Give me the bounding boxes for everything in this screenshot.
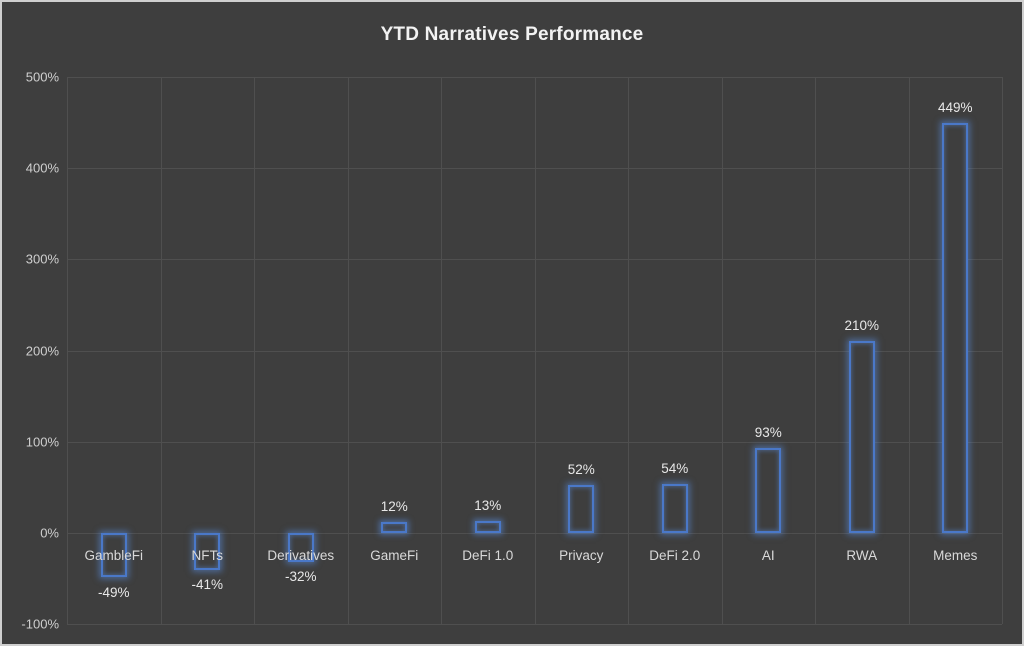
x-category-label: GameFi (370, 547, 419, 563)
vertical-gridline (67, 77, 68, 624)
value-label: 449% (937, 100, 973, 116)
bar-ai (755, 448, 782, 533)
vertical-gridline (721, 77, 723, 624)
bar-defi-2-0 (661, 483, 688, 533)
value-label: 12% (380, 498, 408, 514)
vertical-gridline (254, 77, 255, 624)
vertical-gridline (160, 77, 162, 624)
value-label: 54% (661, 460, 689, 476)
x-category-label: RWA (846, 547, 878, 563)
value-label: 93% (754, 425, 782, 441)
vertical-gridline (628, 77, 629, 624)
chart-title: YTD Narratives Performance (380, 24, 644, 45)
y-axis: 500% 400% 300% 200% 100% 0% -100% (2, 70, 59, 632)
bar-privacy (568, 485, 595, 533)
bar-nfts (194, 532, 221, 571)
y-tick-label: 100% (25, 434, 59, 450)
bar-derivatives (287, 532, 314, 562)
x-category-label: Derivatives (267, 547, 335, 563)
vertical-gridline (347, 77, 349, 624)
value-label: 52% (567, 462, 595, 478)
x-category-label: NFTs (191, 547, 224, 563)
value-label: -32% (284, 569, 317, 584)
bar-memes (942, 123, 969, 533)
vertical-gridline (441, 77, 442, 624)
value-label: -49% (97, 584, 130, 600)
y-tick-label: 300% (25, 251, 59, 267)
vertical-gridline (1002, 77, 1003, 624)
y-tick-label: 500% (25, 69, 59, 85)
bar-gamefi (381, 521, 408, 533)
x-category-label: DeFi 2.0 (649, 547, 701, 563)
plot-area: -49% GambleFi -41% NFTs -32% Derivatives 12% Ga… (67, 77, 1003, 625)
x-category-label: AI (761, 547, 775, 563)
vertical-gridline (908, 77, 910, 624)
value-label: -41% (191, 577, 223, 593)
bar-gamblefi (100, 532, 127, 578)
value-label: 13% (474, 497, 502, 513)
vertical-gridline (534, 77, 536, 624)
y-tick-label: 400% (25, 160, 59, 176)
bar-defi-1-0 (474, 520, 501, 533)
x-category-label: GambleFi (84, 547, 143, 563)
value-label: 210% (844, 318, 880, 334)
bar-rwa (848, 341, 875, 533)
horizontal-gridline (67, 624, 1002, 625)
y-tick-label: 0% (40, 525, 59, 541)
y-tick-label: 200% (25, 343, 59, 358)
x-category-label: Memes (933, 547, 978, 563)
x-category-label: Privacy (559, 547, 604, 563)
vertical-gridline (815, 77, 816, 624)
x-category-label: DeFi 1.0 (462, 547, 514, 563)
y-tick-label: -100% (21, 616, 59, 632)
